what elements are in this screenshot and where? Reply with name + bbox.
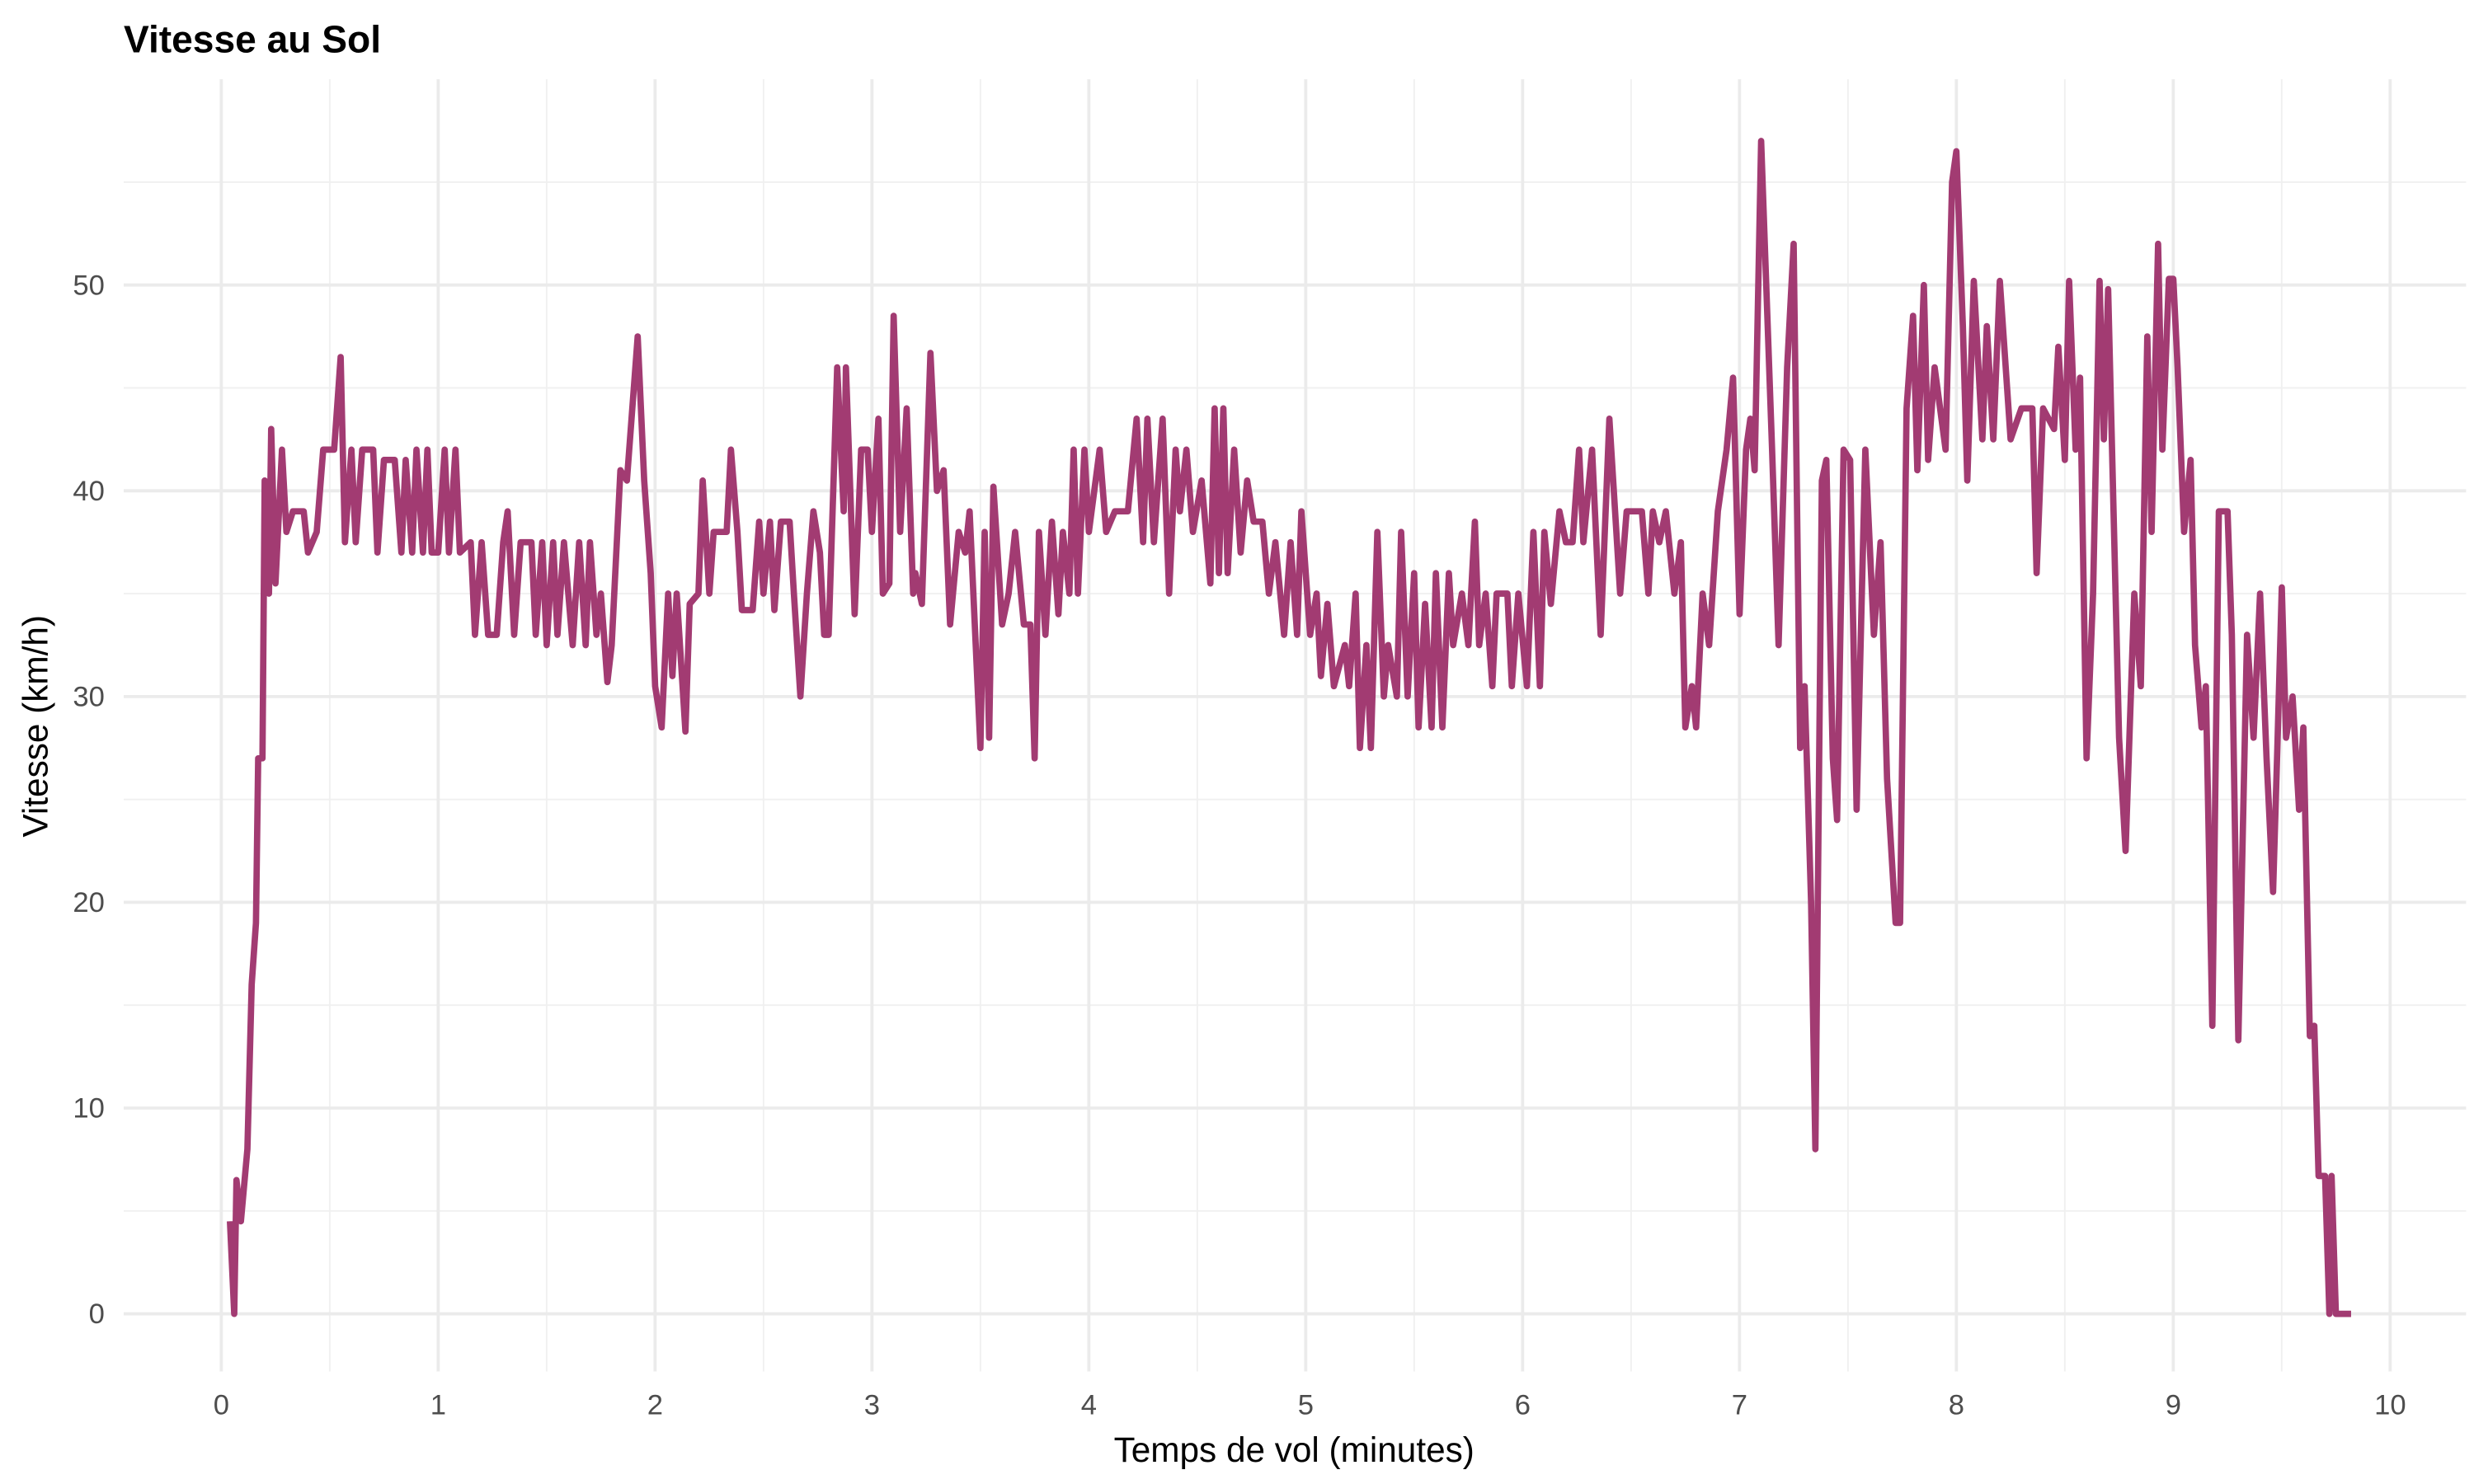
x-tick-label: 6 bbox=[1515, 1389, 1531, 1421]
x-tick-label: 7 bbox=[1732, 1389, 1747, 1421]
x-axis-label: Temps de vol (minutes) bbox=[1114, 1430, 1475, 1469]
y-tick-label: 0 bbox=[89, 1298, 105, 1330]
speed-line bbox=[227, 138, 2351, 1317]
y-tick-label: 50 bbox=[73, 270, 105, 301]
x-tick-label: 1 bbox=[430, 1389, 446, 1421]
x-tick-label: 8 bbox=[1949, 1389, 1964, 1421]
x-tick-label: 2 bbox=[647, 1389, 663, 1421]
y-tick-label: 40 bbox=[73, 476, 105, 507]
x-tick-label: 3 bbox=[864, 1389, 880, 1421]
x-tick-label: 9 bbox=[2166, 1389, 2181, 1421]
x-tick-label: 5 bbox=[1298, 1389, 1314, 1421]
y-axis-ticks: 0 10 20 30 40 50 bbox=[73, 270, 105, 1330]
x-axis-ticks: 0 1 2 3 4 5 6 7 8 9 10 bbox=[214, 1389, 2406, 1421]
x-tick-label: 0 bbox=[214, 1389, 229, 1421]
grid bbox=[124, 79, 2467, 1372]
y-axis-label: Vitesse (km/h) bbox=[16, 615, 55, 838]
y-tick-label: 30 bbox=[73, 681, 105, 712]
y-tick-label: 10 bbox=[73, 1093, 105, 1125]
x-tick-label: 10 bbox=[2374, 1389, 2406, 1421]
x-tick-label: 4 bbox=[1081, 1389, 1097, 1421]
y-tick-label: 20 bbox=[73, 887, 105, 918]
chart-title: Vitesse au Sol bbox=[124, 17, 381, 60]
